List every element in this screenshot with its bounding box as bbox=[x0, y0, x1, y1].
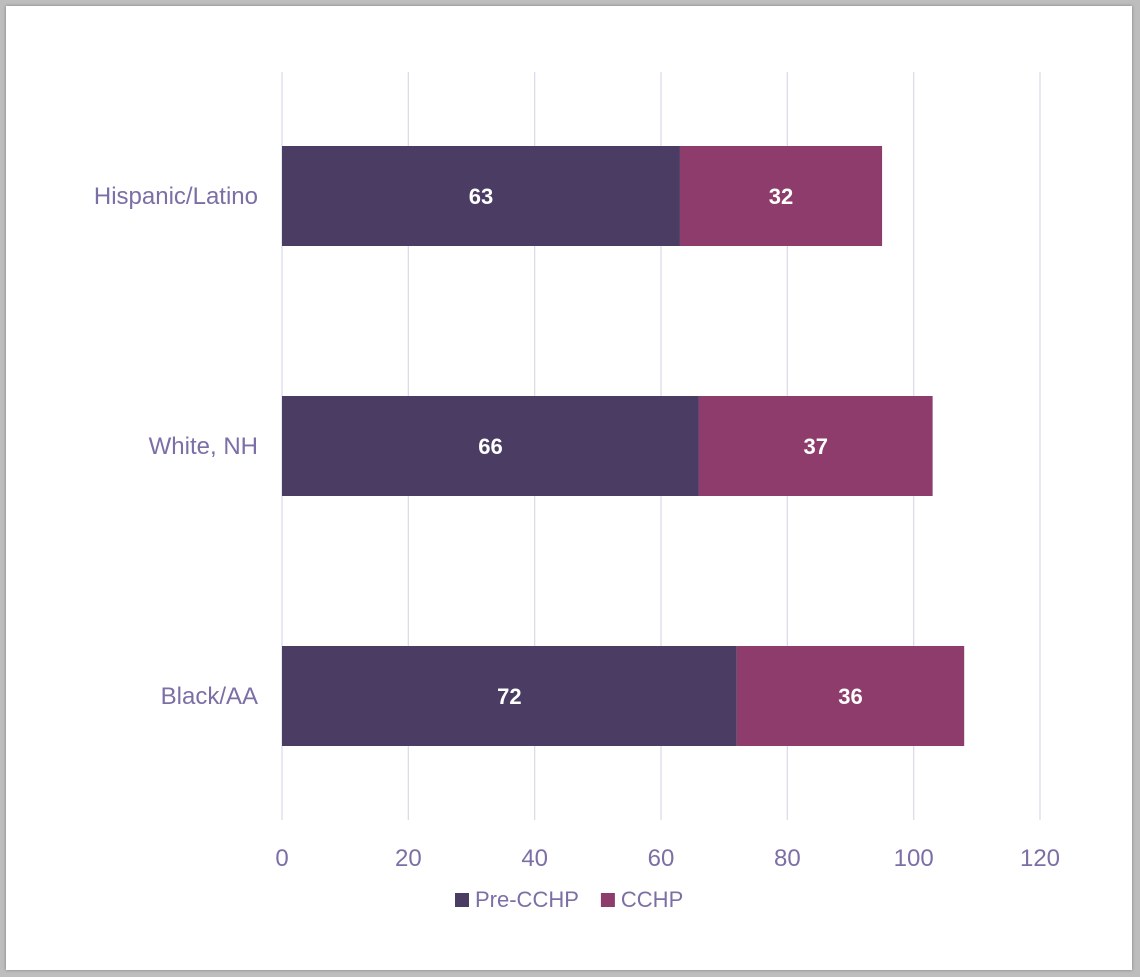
x-tick-label: 40 bbox=[521, 845, 548, 872]
bar-segment bbox=[282, 646, 737, 746]
x-tick-label: 20 bbox=[395, 845, 422, 872]
data-label: 37 bbox=[804, 434, 828, 459]
bar-segment bbox=[736, 646, 965, 746]
legend-label: Pre-CCHP bbox=[475, 887, 579, 912]
x-tick-label: 60 bbox=[648, 845, 675, 872]
legend-swatch bbox=[455, 893, 469, 907]
category-label: Hispanic/Latino bbox=[94, 183, 258, 210]
bar-segment bbox=[282, 146, 680, 246]
data-label: 63 bbox=[469, 184, 493, 209]
bar-segment bbox=[679, 146, 883, 246]
x-tick-label: 0 bbox=[275, 845, 288, 872]
category-label: White, NH bbox=[149, 433, 258, 460]
legend-swatch bbox=[600, 893, 615, 907]
bar-segment bbox=[698, 396, 933, 496]
category-label: Black/AA bbox=[161, 683, 258, 710]
data-label: 72 bbox=[497, 684, 521, 709]
bar-segment bbox=[282, 396, 699, 496]
legend-label: CCHP bbox=[621, 887, 683, 912]
data-label: 36 bbox=[838, 684, 862, 709]
x-tick-label: 120 bbox=[1020, 845, 1060, 872]
x-tick-label: 80 bbox=[774, 845, 801, 872]
x-tick-label: 100 bbox=[894, 845, 934, 872]
data-label: 66 bbox=[478, 434, 502, 459]
data-label: 32 bbox=[769, 184, 793, 209]
